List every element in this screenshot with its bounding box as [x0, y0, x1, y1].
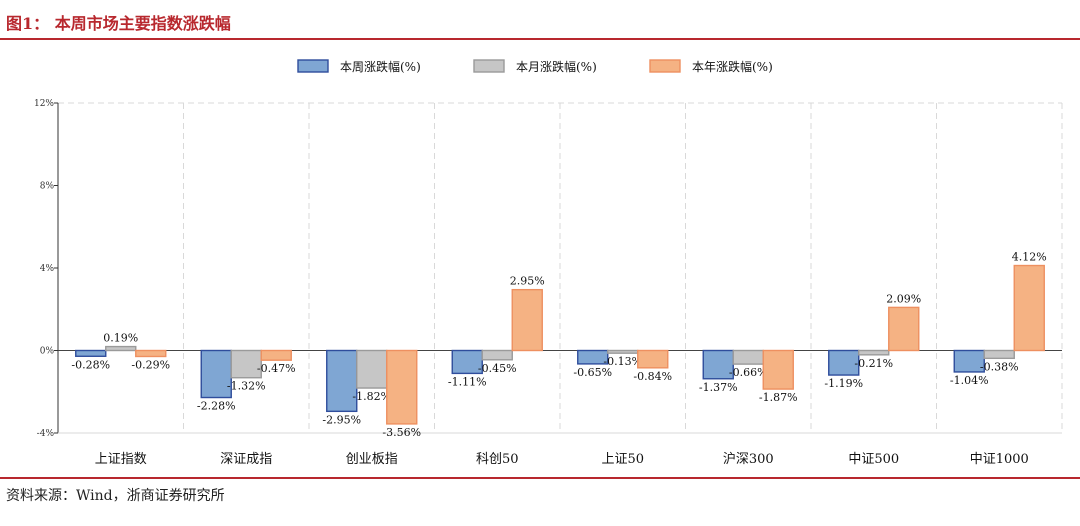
- bar-month: [356, 349, 388, 389]
- bar-month: [858, 349, 890, 356]
- bar-year: [260, 349, 292, 361]
- data-label-week: -2.28%: [197, 400, 236, 413]
- bar-chart: -4% 0% 4% 8% 12% -0.28% 0.19% -0.29% 上证指数 -2.28% -…: [34, 59, 1063, 467]
- data-label-year: -0.84%: [633, 370, 672, 383]
- legend-label: 本年涨跌幅(%): [692, 59, 773, 74]
- y-tick-label: -4%: [37, 429, 55, 439]
- data-label-year: -0.29%: [131, 358, 170, 371]
- data-label-year: 4.12%: [1012, 251, 1047, 264]
- bar-week: [75, 349, 107, 357]
- data-label-month: -0.66%: [729, 366, 768, 379]
- bar-year: [386, 349, 418, 425]
- data-label-year: -0.47%: [257, 362, 296, 375]
- data-label-week: -1.11%: [448, 375, 487, 388]
- bar-month: [732, 349, 764, 365]
- data-label-week: -1.04%: [950, 374, 989, 387]
- figure-title: 图1： 本周市场主要指数涨跌幅: [6, 14, 231, 33]
- data-label-month: -0.21%: [854, 357, 893, 370]
- data-label-month: -0.38%: [980, 360, 1019, 373]
- bar-week: [451, 349, 483, 375]
- data-label-year: -1.87%: [759, 391, 798, 404]
- bar-year: [511, 288, 543, 352]
- bar-week: [828, 349, 860, 376]
- source-note: 资料来源：Wind，浙商证券研究所: [6, 488, 225, 504]
- data-label-month: -1.82%: [352, 390, 391, 403]
- data-label-week: -1.19%: [824, 377, 863, 390]
- y-tick-label: 0%: [40, 347, 55, 357]
- x-tick-label: 创业板指: [346, 452, 398, 467]
- x-tick-label: 科创50: [476, 452, 519, 467]
- legend-label: 本周涨跌幅(%): [340, 59, 421, 74]
- data-label-year: -3.56%: [382, 426, 421, 439]
- bar-year: [762, 349, 794, 390]
- y-tick-label: 12%: [34, 99, 54, 109]
- bar-month: [607, 349, 639, 354]
- bar-year: [1013, 264, 1045, 352]
- bar-year: [888, 306, 920, 352]
- data-label-year: 2.09%: [886, 292, 921, 305]
- x-tick-label: 深证成指: [220, 452, 272, 467]
- data-label-month: 0.19%: [103, 332, 138, 345]
- data-label-month: -0.45%: [478, 362, 517, 375]
- bar-month: [230, 349, 262, 379]
- data-label-week: -1.37%: [699, 381, 738, 394]
- data-label-week: -0.65%: [573, 366, 612, 379]
- legend-swatch: [297, 59, 329, 73]
- bar-year: [637, 349, 669, 369]
- x-tick-label: 中证500: [848, 452, 899, 467]
- title-rule: [0, 38, 1080, 40]
- legend-label: 本月涨跌幅(%): [516, 59, 597, 74]
- bar-month: [983, 349, 1015, 360]
- bar-month: [105, 345, 137, 352]
- source-rule: [0, 477, 1080, 479]
- x-tick-label: 沪深300: [723, 451, 774, 467]
- bar-week: [577, 349, 609, 365]
- x-tick-label: 中证1000: [970, 452, 1029, 467]
- bar-month: [481, 349, 513, 361]
- data-label-month: -0.13%: [603, 355, 642, 368]
- data-label-week: -2.95%: [322, 413, 361, 426]
- legend-swatch: [473, 59, 505, 73]
- y-tick-label: 8%: [40, 182, 55, 192]
- x-tick-label: 上证指数: [95, 452, 147, 467]
- x-tick-label: 上证50: [601, 452, 644, 467]
- data-label-week: -0.28%: [71, 358, 110, 371]
- bar-year: [135, 349, 167, 358]
- data-label-month: -1.32%: [227, 380, 266, 393]
- y-tick-label: 4%: [40, 264, 55, 274]
- legend-swatch: [649, 59, 681, 73]
- bar-week: [953, 349, 985, 373]
- data-label-year: 2.95%: [510, 275, 545, 288]
